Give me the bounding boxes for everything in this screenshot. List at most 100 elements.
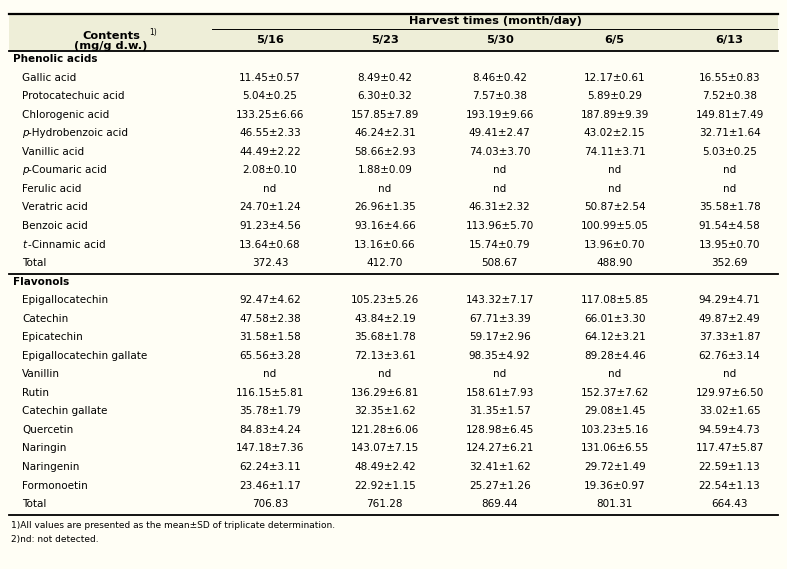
Text: 32.35±1.62: 32.35±1.62 — [354, 406, 416, 417]
Text: 508.67: 508.67 — [482, 258, 518, 268]
Text: 128.98±6.45: 128.98±6.45 — [466, 425, 534, 435]
Text: -Coumaric acid: -Coumaric acid — [28, 166, 107, 175]
Text: 352.69: 352.69 — [711, 258, 748, 268]
Text: Veratric acid: Veratric acid — [22, 203, 88, 212]
Text: 664.43: 664.43 — [711, 499, 748, 509]
Text: nd: nd — [608, 184, 621, 194]
Text: nd: nd — [723, 184, 736, 194]
Text: nd: nd — [608, 369, 621, 380]
Text: -Cinnamic acid: -Cinnamic acid — [28, 240, 105, 249]
Text: nd: nd — [264, 184, 276, 194]
Text: nd: nd — [493, 184, 506, 194]
Text: 46.55±2.33: 46.55±2.33 — [239, 128, 301, 138]
Text: 8.49±0.42: 8.49±0.42 — [357, 73, 412, 83]
Text: Naringin: Naringin — [22, 443, 66, 453]
Text: 91.23±4.56: 91.23±4.56 — [239, 221, 301, 231]
Text: 74.11±3.71: 74.11±3.71 — [584, 147, 645, 157]
Text: 412.70: 412.70 — [367, 258, 403, 268]
Text: 64.12±3.21: 64.12±3.21 — [584, 332, 645, 342]
Text: 12.17±0.61: 12.17±0.61 — [584, 73, 645, 83]
Text: t: t — [22, 240, 26, 249]
Text: 1.88±0.09: 1.88±0.09 — [357, 166, 412, 175]
Text: 46.24±2.31: 46.24±2.31 — [354, 128, 416, 138]
Text: 72.13±3.61: 72.13±3.61 — [354, 351, 416, 361]
Text: 103.23±5.16: 103.23±5.16 — [581, 425, 648, 435]
Text: 93.16±4.66: 93.16±4.66 — [354, 221, 416, 231]
Text: 7.52±0.38: 7.52±0.38 — [702, 91, 757, 101]
Text: 2.08±0.10: 2.08±0.10 — [242, 166, 297, 175]
Text: 6/5: 6/5 — [604, 35, 625, 44]
Text: 31.58±1.58: 31.58±1.58 — [239, 332, 301, 342]
Text: 59.17±2.96: 59.17±2.96 — [469, 332, 530, 342]
Text: p: p — [22, 166, 28, 175]
Text: 7.57±0.38: 7.57±0.38 — [472, 91, 527, 101]
Text: nd: nd — [493, 166, 506, 175]
Text: 5.04±0.25: 5.04±0.25 — [242, 91, 297, 101]
Text: 117.08±5.85: 117.08±5.85 — [581, 295, 648, 305]
Text: 37.33±1.87: 37.33±1.87 — [699, 332, 760, 342]
Text: 46.31±2.32: 46.31±2.32 — [469, 203, 530, 212]
Text: Vanillin: Vanillin — [22, 369, 60, 380]
Text: 47.58±2.38: 47.58±2.38 — [239, 314, 301, 324]
Text: 44.49±2.22: 44.49±2.22 — [239, 147, 301, 157]
Text: 5/23: 5/23 — [371, 35, 399, 44]
Text: p: p — [22, 128, 28, 138]
Text: 24.70±1.24: 24.70±1.24 — [239, 203, 301, 212]
Text: 43.84±2.19: 43.84±2.19 — [354, 314, 416, 324]
Text: 35.58±1.78: 35.58±1.78 — [699, 203, 760, 212]
Text: 869.44: 869.44 — [482, 499, 518, 509]
Text: (mg/g d.w.): (mg/g d.w.) — [74, 41, 148, 51]
Text: 147.18±7.36: 147.18±7.36 — [236, 443, 304, 453]
Text: nd: nd — [379, 184, 391, 194]
Text: 801.31: 801.31 — [597, 499, 633, 509]
Text: 158.61±7.93: 158.61±7.93 — [466, 388, 534, 398]
Text: 706.83: 706.83 — [252, 499, 288, 509]
Text: Total: Total — [22, 499, 46, 509]
Text: 22.54±1.13: 22.54±1.13 — [699, 481, 760, 490]
Text: 31.35±1.57: 31.35±1.57 — [469, 406, 530, 417]
Text: 105.23±5.26: 105.23±5.26 — [351, 295, 419, 305]
Text: Ferulic acid: Ferulic acid — [22, 184, 81, 194]
Text: 117.47±5.87: 117.47±5.87 — [696, 443, 763, 453]
Text: Protocatechuic acid: Protocatechuic acid — [22, 91, 124, 101]
Text: 32.71±1.64: 32.71±1.64 — [699, 128, 760, 138]
Text: 131.06±6.55: 131.06±6.55 — [581, 443, 648, 453]
Text: 94.29±4.71: 94.29±4.71 — [699, 295, 760, 305]
Text: 22.59±1.13: 22.59±1.13 — [699, 462, 760, 472]
Bar — [9, 14, 778, 51]
Text: 13.16±0.66: 13.16±0.66 — [354, 240, 416, 249]
Text: 143.07±7.15: 143.07±7.15 — [351, 443, 419, 453]
Text: 133.25±6.66: 133.25±6.66 — [236, 110, 304, 119]
Text: 6/13: 6/13 — [715, 35, 744, 44]
Text: 49.41±2.47: 49.41±2.47 — [469, 128, 530, 138]
Text: 13.64±0.68: 13.64±0.68 — [239, 240, 301, 249]
Text: 129.97±6.50: 129.97±6.50 — [696, 388, 763, 398]
Text: 15.74±0.79: 15.74±0.79 — [469, 240, 530, 249]
Text: 124.27±6.21: 124.27±6.21 — [466, 443, 534, 453]
Text: Vanillic acid: Vanillic acid — [22, 147, 84, 157]
Text: 35.68±1.78: 35.68±1.78 — [354, 332, 416, 342]
Text: Naringenin: Naringenin — [22, 462, 79, 472]
Text: Epicatechin: Epicatechin — [22, 332, 83, 342]
Text: 113.96±5.70: 113.96±5.70 — [466, 221, 534, 231]
Text: Contents: Contents — [82, 31, 140, 41]
Text: 19.36±0.97: 19.36±0.97 — [584, 481, 645, 490]
Text: 29.08±1.45: 29.08±1.45 — [584, 406, 645, 417]
Text: 62.76±3.14: 62.76±3.14 — [699, 351, 760, 361]
Text: 149.81±7.49: 149.81±7.49 — [696, 110, 763, 119]
Text: Catechin: Catechin — [22, 314, 68, 324]
Text: 11.45±0.57: 11.45±0.57 — [239, 73, 301, 83]
Text: 193.19±9.66: 193.19±9.66 — [466, 110, 534, 119]
Text: 372.43: 372.43 — [252, 258, 288, 268]
Text: nd: nd — [723, 369, 736, 380]
Text: 50.87±2.54: 50.87±2.54 — [584, 203, 645, 212]
Text: 5/30: 5/30 — [486, 35, 514, 44]
Text: Epigallocatechin gallate: Epigallocatechin gallate — [22, 351, 147, 361]
Text: Formonoetin: Formonoetin — [22, 481, 88, 490]
Text: 5/16: 5/16 — [256, 35, 284, 44]
Text: 35.78±1.79: 35.78±1.79 — [239, 406, 301, 417]
Text: 29.72±1.49: 29.72±1.49 — [584, 462, 645, 472]
Text: 6.30±0.32: 6.30±0.32 — [357, 91, 412, 101]
Text: 8.46±0.42: 8.46±0.42 — [472, 73, 527, 83]
Text: 143.32±7.17: 143.32±7.17 — [466, 295, 534, 305]
